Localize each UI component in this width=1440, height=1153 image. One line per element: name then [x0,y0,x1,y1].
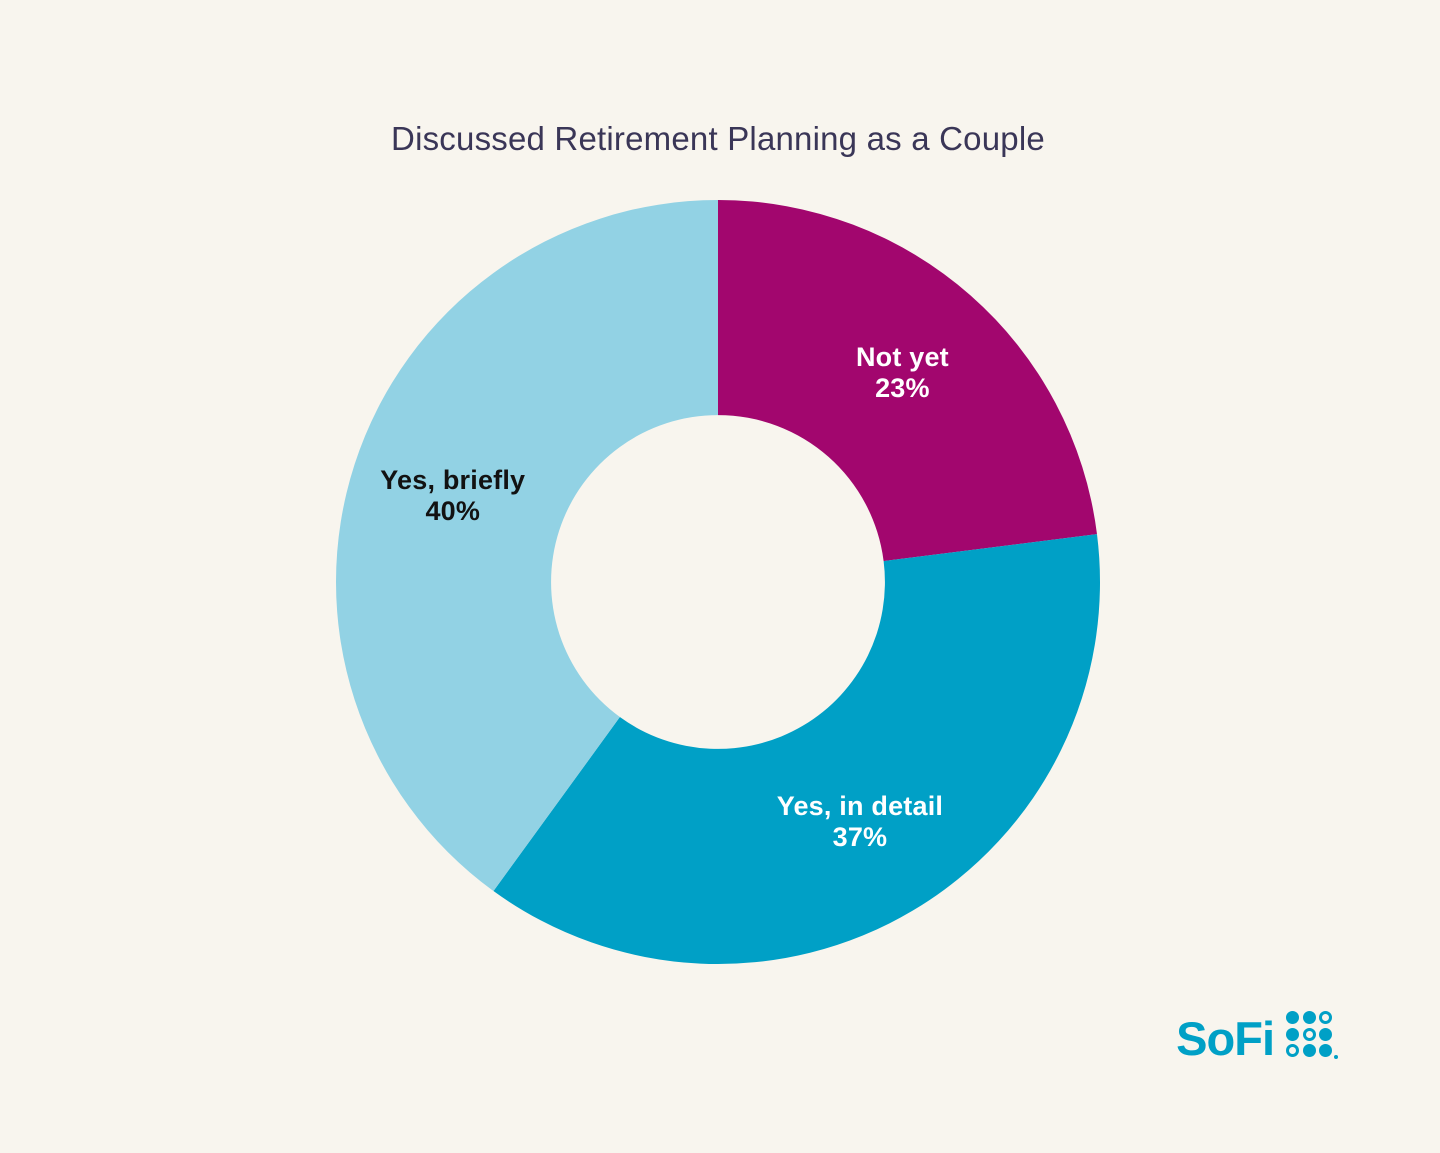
donut-segment-yes-in-detail [493,534,1100,964]
logo-ring-dot [1302,1027,1316,1041]
logo-filled-dot [1302,1044,1316,1057]
logo-trademark-dot [1334,1055,1338,1059]
sofi-logo: SoFi [1176,1011,1338,1066]
logo-filled-dot [1286,1011,1299,1024]
logo-ring-dot [1319,1011,1332,1024]
sofi-logo-text: SoFi [1176,1012,1275,1066]
logo-filled-dot [1319,1027,1332,1041]
donut-segment-not-yet [718,200,1097,562]
sofi-logo-dots-icon [1286,1011,1338,1059]
logo-filled-dot [1319,1044,1332,1057]
logo-filled-dot [1302,1011,1316,1024]
logo-filled-dot [1286,1027,1299,1041]
donut-segment-yes-briefly [336,200,718,892]
logo-ring-dot [1286,1044,1299,1057]
chart-title: Discussed Retirement Planning as a Coupl… [391,120,1045,157]
